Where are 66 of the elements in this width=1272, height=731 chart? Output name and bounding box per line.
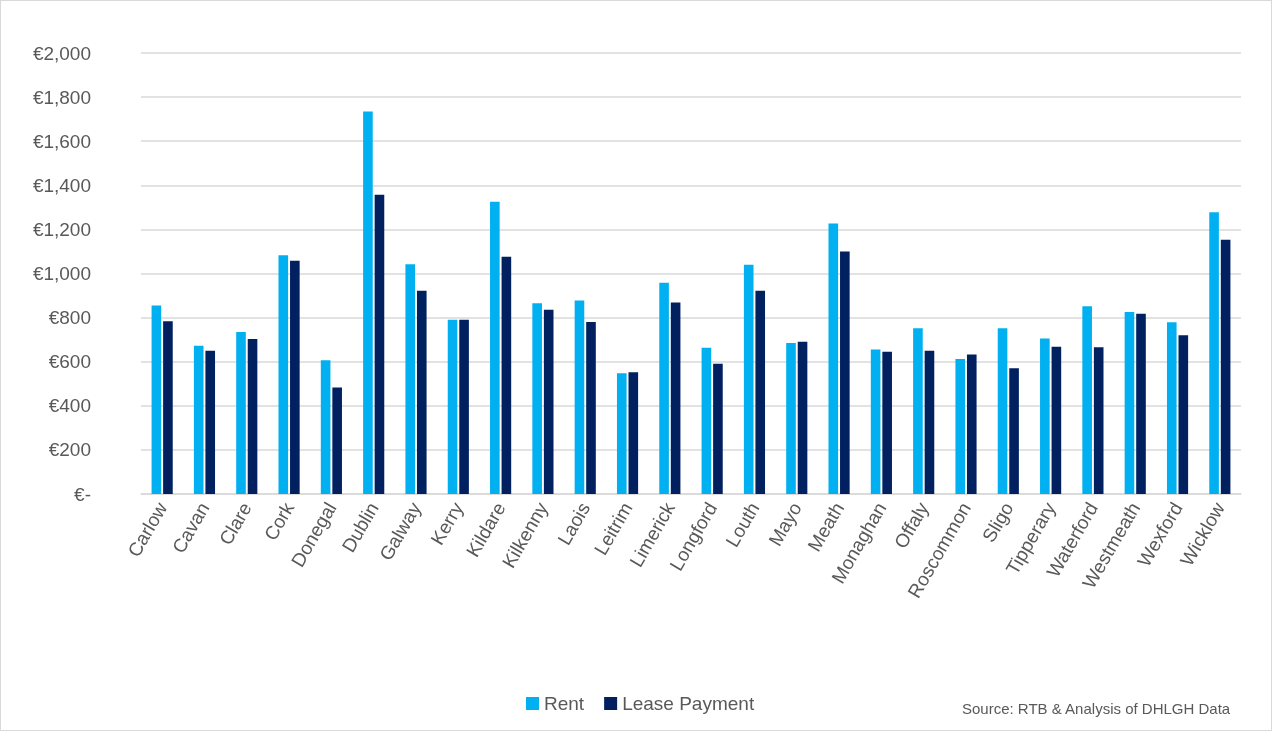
bar [966,354,977,494]
bar [332,387,342,494]
y-tick-label: €2,000 [32,42,91,64]
legend-label: Lease Payment [622,693,755,714]
bar [586,322,596,494]
bar [501,256,512,494]
bar [405,264,416,494]
bar [1009,368,1019,494]
bar [1093,347,1104,494]
bar [1124,312,1135,494]
bar [1220,239,1231,494]
bar [447,319,458,494]
bar [628,372,639,494]
bar [363,111,373,494]
bar [616,373,627,494]
bar [205,350,216,494]
legend-label: Rent [544,693,585,714]
bar [1040,338,1050,494]
bar [755,290,766,494]
y-tick-label: €1,000 [32,263,91,284]
bar [997,328,1008,494]
bar [1166,322,1177,494]
bar [701,347,712,494]
bar [786,342,796,494]
bar [490,201,500,494]
bar [870,349,881,494]
y-tick-label: €1,200 [32,218,91,240]
y-tick-label: €600 [48,351,91,373]
bar [163,321,173,494]
y-tick-label: €1,400 [32,174,91,196]
bar [1209,212,1219,494]
bar [236,331,246,494]
bar [574,300,585,494]
bar [913,328,923,494]
bar [828,223,839,494]
y-tick-label: €- [74,483,91,505]
y-tick-label: €200 [48,439,91,461]
bar [532,303,542,494]
bar [924,350,935,494]
bar [290,260,300,494]
bar [374,194,385,494]
bar [882,351,892,494]
bar [840,251,850,494]
bar [320,360,331,494]
bar [797,341,808,494]
bar [1178,335,1189,494]
bar [193,345,204,494]
y-tick-label: €400 [48,395,91,417]
bar [713,363,723,494]
y-tick-label: €1,800 [32,86,91,108]
bar [670,302,681,494]
bar [743,264,754,494]
bar [247,338,258,494]
bar [955,359,966,494]
bar [1136,313,1146,494]
source-note: Source: RTB & Analysis of DHLGH Data [962,700,1231,717]
bar [1082,306,1092,494]
bar [659,282,669,494]
bar [543,309,554,494]
y-tick-label: €800 [48,307,91,329]
bar [1051,346,1062,494]
bar [151,305,162,494]
bar [278,255,289,494]
y-tick-label: €1,600 [32,130,91,152]
bar [459,319,469,494]
bar [416,290,427,494]
